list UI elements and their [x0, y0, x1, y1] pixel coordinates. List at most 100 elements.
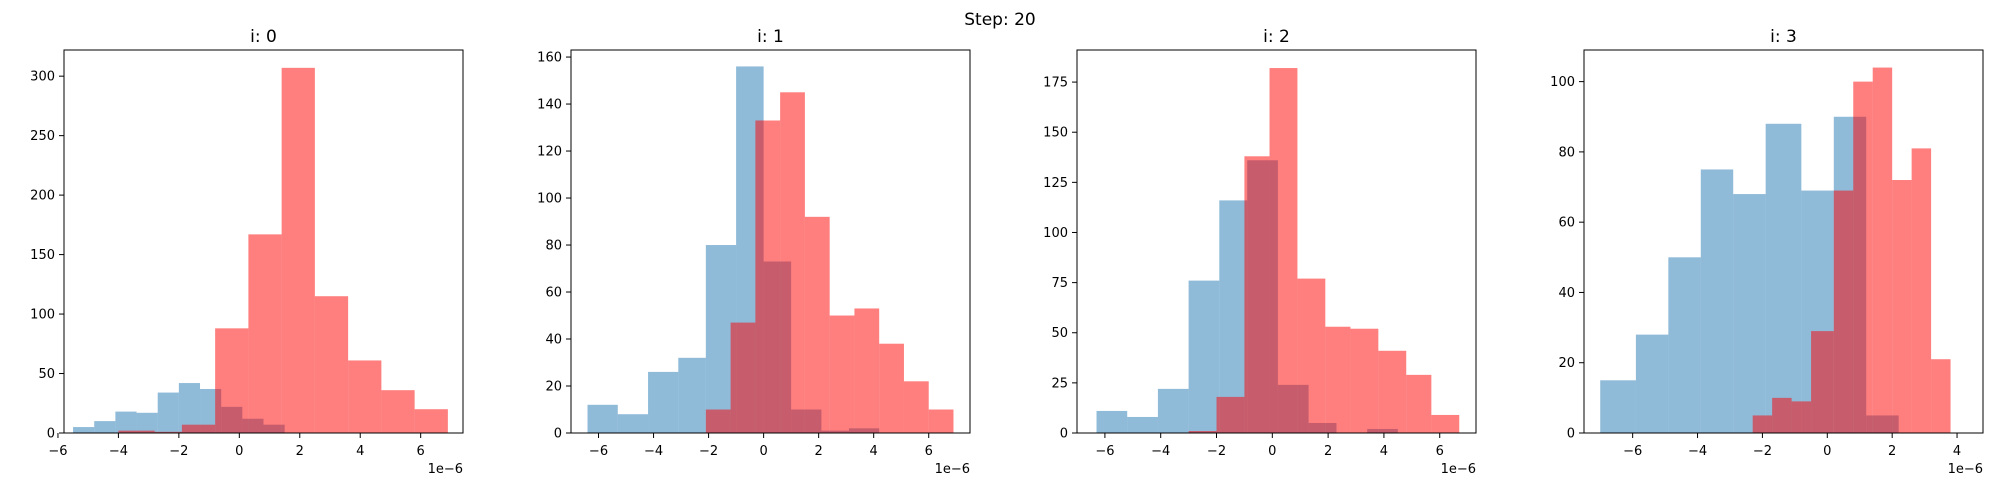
histogram-bar-series_b-9 — [1931, 359, 1951, 433]
x-tick-label: 4 — [356, 444, 364, 459]
y-tick-label: 20 — [545, 380, 562, 395]
x-tick-label: 0 — [1268, 444, 1276, 459]
histogram-bar-series_b-5 — [829, 315, 855, 433]
x-tick-label: −6 — [589, 444, 608, 459]
histogram-bar-series_a-0 — [587, 404, 618, 433]
histogram-bar-series_a-5 — [1765, 123, 1802, 433]
subplot-1: i: 1 −6 −4 −2 0 2 4 61e−6 0 20 40 60 80 100 120 140 160 — [537, 27, 971, 477]
y-tick-label: 300 — [30, 70, 55, 85]
x-tick-label: 6 — [417, 444, 425, 459]
y-tick-label: 0 — [1060, 427, 1068, 442]
histogram-bar-series_a-3 — [1188, 280, 1220, 433]
x-tick-label: −6 — [48, 444, 67, 459]
histogram-bar-series_b-9 — [928, 409, 954, 433]
y-tick-label: 0 — [554, 427, 562, 442]
y-tick-label: 80 — [1558, 145, 1575, 160]
histogram-bar-series_a-3 — [678, 357, 706, 433]
subplot-3: i: 3 −6 −4 −2 0 2 4 1e−6 0 20 40 60 80 100 — [1550, 27, 1984, 477]
histogram-bar-series_b-2 — [755, 120, 781, 434]
histogram-bar-series_b-2 — [181, 424, 216, 433]
y-tick-label: 20 — [1558, 356, 1575, 371]
y-tick-label: 40 — [1558, 286, 1575, 301]
x-tick-label: 2 — [1324, 444, 1332, 459]
subplot-title: i: 2 — [1263, 27, 1290, 47]
x-tick-label: −2 — [699, 444, 718, 459]
y-tick-label: 100 — [1550, 75, 1575, 90]
x-tick-label: 2 — [815, 444, 823, 459]
y-tick-label: 100 — [537, 192, 562, 207]
histogram-bar-series_b-7 — [879, 343, 904, 433]
histogram-bar-series_b-0 — [705, 409, 731, 433]
histogram-bar-series_a-0 — [1600, 380, 1636, 433]
histogram-bar-series_a-2 — [648, 371, 679, 433]
histogram-bar-series_a-2 — [1668, 257, 1701, 433]
y-tick-label: 140 — [537, 98, 562, 113]
histogram-bar-series_b-3 — [1811, 331, 1834, 433]
histogram-bar-series_b-6 — [1872, 67, 1893, 433]
y-tick-label: 150 — [30, 248, 55, 263]
subplot-title: i: 3 — [1770, 27, 1797, 47]
histogram-bar-series_b-3 — [215, 328, 249, 433]
y-tick-label: 150 — [1043, 126, 1068, 141]
x-tick-label: 2 — [1888, 444, 1896, 459]
histogram-bar-series_a-0 — [73, 427, 95, 433]
histogram-bar-series_b-6 — [314, 296, 349, 433]
histogram-bar-series_a-1 — [1635, 334, 1669, 433]
histogram-bar-series_b-2 — [1244, 156, 1270, 434]
histogram-bar-series_a-1 — [1127, 416, 1158, 433]
histogram-bar-series_a-4 — [157, 392, 179, 433]
x-tick-label: 0 — [1823, 444, 1831, 459]
histogram-bar-series_a-2 — [115, 411, 137, 433]
x-tick-label: −4 — [644, 444, 663, 459]
histogram-bar-series_a-1 — [94, 421, 116, 433]
histogram-bar-series_b-4 — [1297, 278, 1326, 433]
histogram-bar-series_b-7 — [1892, 180, 1912, 433]
histogram-bar-series_b-4 — [1833, 190, 1854, 433]
figure-suptitle: Step: 20 — [964, 10, 1035, 30]
histogram-bar-series_b-6 — [1350, 328, 1379, 433]
y-tick-label: 0 — [47, 427, 55, 442]
histogram-bar-series_a-5 — [178, 383, 201, 433]
histogram-bar-series_b-3 — [1269, 68, 1298, 433]
y-tick-label: 50 — [38, 367, 55, 382]
x-tick-label: −6 — [1623, 444, 1642, 459]
histogram-bar-series_b-1 — [154, 431, 182, 433]
x-tick-label: −4 — [1688, 444, 1707, 459]
y-tick-label: 40 — [545, 333, 562, 348]
y-tick-label: 60 — [545, 286, 562, 301]
histogram-bar-series_b-6 — [854, 308, 880, 433]
x-tick-label: −6 — [1095, 444, 1114, 459]
histogram-bar-series_a-0 — [1096, 410, 1128, 433]
histogram-bar-series_b-8 — [381, 390, 415, 433]
histogram-bar-series_b-5 — [1325, 326, 1351, 433]
y-tick-label: 100 — [1043, 226, 1068, 241]
subplot-title: i: 0 — [250, 27, 277, 47]
plot-frame — [570, 49, 971, 434]
plot-frame — [1583, 49, 1984, 434]
subplot-title: i: 1 — [757, 27, 784, 47]
histogram-bar-series_b-7 — [348, 360, 382, 433]
y-tick-label: 250 — [30, 129, 55, 144]
histogram-bar-series_b-8 — [1911, 148, 1932, 433]
histogram-bar-series_a-4 — [1733, 194, 1766, 433]
histogram-bar-series_b-1 — [1216, 396, 1245, 433]
x-tick-label: 6 — [925, 444, 933, 459]
histogram-bar-series_a-4 — [1219, 200, 1248, 433]
y-tick-label: 100 — [30, 308, 55, 323]
histogram-bar-series_b-4 — [248, 234, 282, 433]
x-tick-label: −2 — [169, 444, 188, 459]
y-tick-label: 25 — [1051, 376, 1068, 391]
x-tick-label: −4 — [109, 444, 128, 459]
x-offset-label: 1e−6 — [1441, 462, 1476, 477]
x-offset-label: 1e−6 — [428, 462, 463, 477]
x-tick-label: 6 — [1436, 444, 1444, 459]
histogram-bar-series_b-9 — [1431, 414, 1460, 433]
histogram-bar-series_b-2 — [1791, 401, 1812, 433]
histogram-bar-series_b-4 — [804, 216, 830, 433]
y-tick-label: 125 — [1043, 176, 1068, 191]
x-tick-label: 4 — [870, 444, 878, 459]
histogram-bar-series_b-0 — [118, 430, 155, 433]
histogram-bar-series_b-0 — [1752, 415, 1773, 433]
histogram-bar-series_a-3 — [1700, 169, 1734, 433]
